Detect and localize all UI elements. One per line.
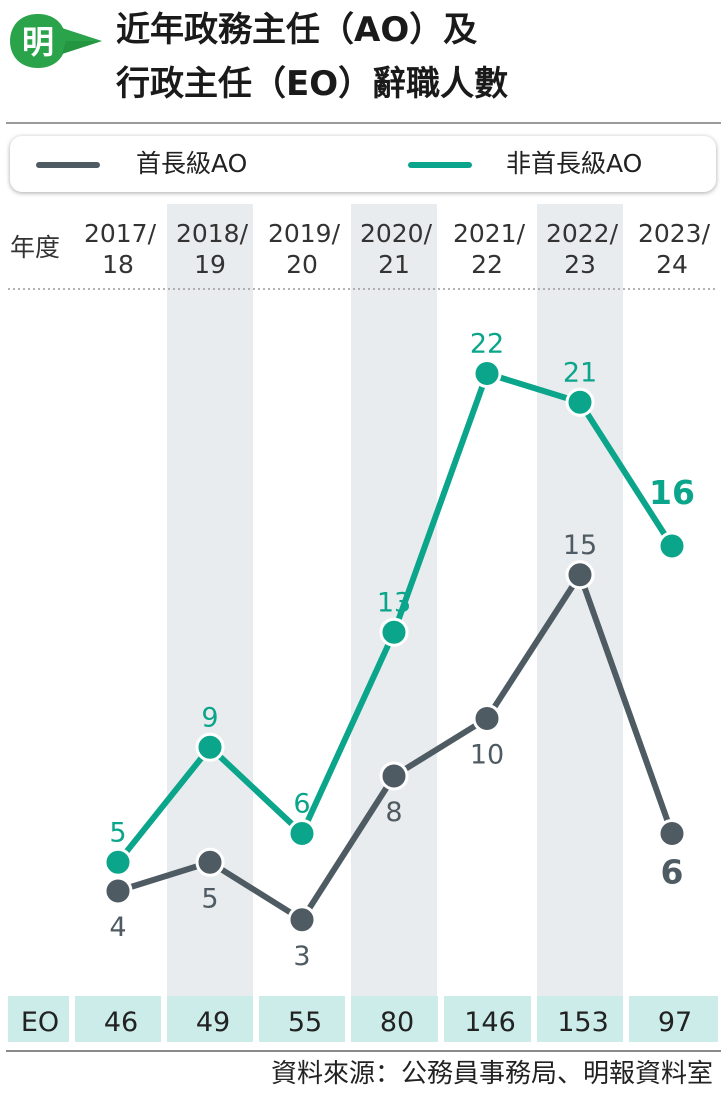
x-tick-label-5-line1: 2021/ (453, 219, 526, 248)
title-divider (6, 122, 721, 124)
eo-value-7: 97 (658, 1007, 692, 1038)
data-point-directorate-1 (103, 876, 133, 906)
ming-pao-logo: 明 (10, 14, 102, 68)
eo-value-1: 46 (104, 1007, 138, 1038)
data-point-non-directorate-5 (472, 359, 502, 388)
data-label-directorate-7: 6 (661, 853, 684, 892)
data-label-non-directorate-1: 5 (109, 817, 126, 848)
data-point-directorate-7 (657, 819, 687, 848)
legend-label-non-directorate: 非首長級AO (506, 149, 643, 178)
data-label-non-directorate-3: 6 (293, 789, 310, 820)
x-tick-label-4-line2: 21 (378, 250, 410, 279)
data-label-directorate-3: 3 (293, 941, 310, 972)
x-tick-label-1-line1: 2017/ (84, 219, 157, 248)
source-note: 資料來源：公務員事務局、明報資料室 (270, 1059, 713, 1089)
data-point-non-directorate-3 (287, 819, 317, 848)
x-tick-label-5-line2: 22 (471, 250, 503, 279)
data-label-non-directorate-7: 16 (649, 473, 695, 512)
eo-value-6: 153 (557, 1007, 609, 1038)
footer-divider (6, 1050, 721, 1052)
x-tick-label-7-line1: 2023/ (638, 219, 711, 248)
eo-value-4: 80 (380, 1007, 414, 1038)
x-tick-label-2-line2: 19 (194, 250, 226, 279)
data-label-non-directorate-4: 13 (377, 587, 411, 618)
x-axis-header: 年度 (10, 233, 60, 262)
data-point-directorate-5 (472, 704, 502, 733)
legend-label-directorate: 首長級AO (136, 149, 248, 178)
data-label-non-directorate-5: 22 (470, 329, 504, 360)
data-point-directorate-3 (287, 905, 317, 935)
chart-title-line2: 行政主任（EO）辭職人數 (116, 64, 509, 104)
legend: 首長級AO 非首長級AO (10, 136, 716, 192)
x-tick-label-4-line1: 2020/ (360, 219, 433, 248)
data-point-non-directorate-7 (657, 531, 687, 561)
legend-swatch-directorate (36, 162, 100, 168)
data-point-directorate-4 (379, 761, 409, 791)
eo-row-background (8, 996, 718, 1042)
data-label-non-directorate-2: 9 (201, 702, 218, 733)
data-label-directorate-5: 10 (470, 740, 504, 771)
data-point-non-directorate-1 (103, 847, 133, 877)
eo-value-5: 146 (464, 1007, 516, 1038)
data-label-directorate-1: 4 (109, 912, 126, 943)
data-point-non-directorate-4 (379, 617, 409, 647)
x-tick-label-1-line2: 18 (102, 250, 134, 279)
data-label-directorate-4: 8 (385, 797, 402, 828)
data-point-non-directorate-6 (565, 387, 595, 417)
x-tick-label-3-line2: 20 (286, 250, 318, 279)
x-tick-label-6-line1: 2022/ (546, 219, 619, 248)
data-point-non-directorate-2 (195, 732, 225, 762)
x-tick-label-3-line1: 2019/ (268, 219, 341, 248)
x-tick-label-7-line2: 24 (656, 250, 688, 279)
logo-glyph: 明 (22, 23, 54, 61)
data-point-directorate-2 (195, 847, 225, 877)
x-tick-label-6-line2: 23 (564, 250, 596, 279)
eo-row-label: EO (21, 1007, 59, 1038)
data-point-directorate-6 (565, 560, 595, 590)
data-label-directorate-6: 15 (563, 530, 597, 561)
data-label-directorate-2: 5 (201, 883, 218, 914)
column-band-2 (167, 204, 253, 1040)
data-label-non-directorate-6: 21 (563, 357, 597, 388)
chart-title-line1: 近年政務主任（AO）及 (116, 10, 478, 50)
legend-swatch-non-directorate (408, 162, 472, 168)
eo-value-2: 49 (196, 1007, 230, 1038)
eo-value-3: 55 (288, 1007, 322, 1038)
x-tick-label-2-line1: 2018/ (176, 219, 249, 248)
